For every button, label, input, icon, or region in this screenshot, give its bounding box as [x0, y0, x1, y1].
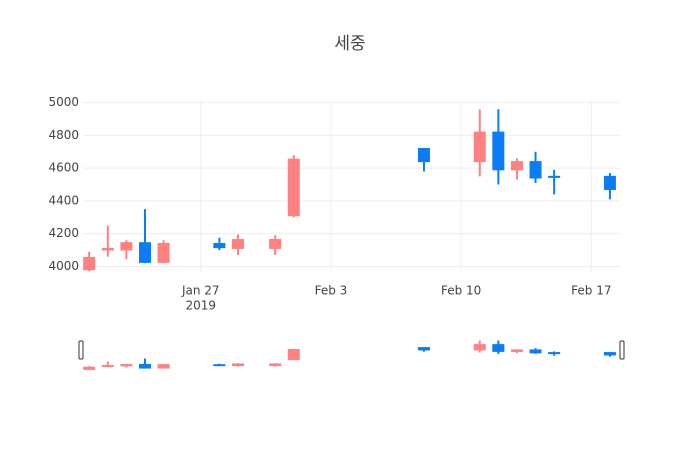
- slider-handle[interactable]: [619, 340, 625, 360]
- chart-title: 세중: [334, 34, 365, 54]
- candle-body: [213, 243, 226, 249]
- x-year-label: 2019: [186, 299, 217, 313]
- candle-body: [101, 247, 114, 251]
- candle-body: [510, 161, 523, 171]
- candle-body: [492, 131, 505, 171]
- candle-body: [287, 158, 300, 217]
- y-tick-label: 4400: [48, 193, 79, 207]
- slider-candle-body: [231, 363, 244, 367]
- slider-candle-body: [510, 349, 523, 352]
- y-tick-label: 4200: [48, 226, 79, 240]
- slider-candle-body: [548, 352, 561, 355]
- y-tick-label: 4600: [48, 161, 79, 175]
- slider-handle[interactable]: [78, 340, 84, 360]
- x-tick-label: Feb 10: [441, 284, 481, 298]
- slider-candle-body: [138, 364, 151, 369]
- x-tick-label: Feb 17: [571, 284, 611, 298]
- slider-candle-body: [492, 344, 505, 352]
- x-tick-label: Jan 27: [181, 284, 220, 298]
- slider-candle-body: [83, 366, 96, 370]
- candle-body: [120, 242, 133, 251]
- candle-body: [603, 175, 616, 190]
- slider-candle-body: [101, 365, 114, 368]
- slider-candle-body: [417, 347, 430, 351]
- y-tick-label: 5000: [48, 95, 79, 109]
- slider-candle-body: [120, 364, 133, 367]
- slider-candle-body: [473, 344, 486, 351]
- candle-body: [548, 175, 561, 178]
- y-tick-label: 4000: [48, 259, 79, 273]
- slider-candle-body: [603, 352, 616, 356]
- slider-candle-body: [287, 348, 300, 361]
- slider-candle-body: [529, 349, 542, 354]
- candle-body: [417, 148, 430, 163]
- slider-candle-body: [157, 364, 170, 369]
- candle-body: [473, 131, 486, 163]
- candle-body: [83, 256, 96, 271]
- slider-candle-body: [269, 363, 282, 367]
- candle-body: [231, 238, 244, 249]
- candle-body: [157, 243, 170, 263]
- y-tick-label: 4800: [48, 128, 79, 142]
- candle-body: [138, 242, 151, 263]
- candle-body: [529, 161, 542, 179]
- candle-body: [269, 238, 282, 249]
- x-tick-label: Feb 3: [315, 284, 348, 298]
- slider-candle-body: [213, 364, 226, 367]
